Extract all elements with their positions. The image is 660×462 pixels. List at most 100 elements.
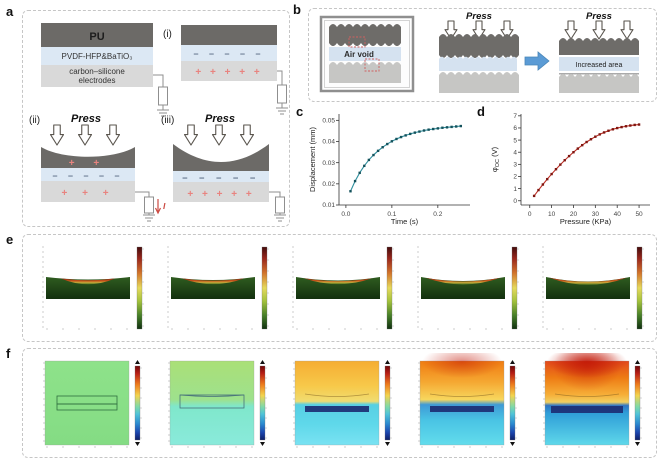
data-marker — [422, 129, 426, 132]
strain-simulation-plot-4 — [417, 246, 519, 330]
electrode-band — [430, 406, 494, 412]
increased-area-label: Increased area — [576, 62, 623, 69]
panel-d-label: d — [477, 104, 485, 119]
resistor-icon — [144, 196, 154, 214]
data-marker — [459, 124, 463, 128]
current-arrow-icon — [154, 199, 162, 215]
wire — [269, 191, 281, 197]
data-marker — [349, 190, 352, 193]
potential-field — [44, 360, 130, 446]
negative-charges: – – – – – — [52, 171, 123, 181]
data-marker — [399, 135, 403, 139]
x-axis-label: Time (s) — [391, 217, 419, 226]
y-tick-label: 0 — [513, 198, 517, 205]
chart-voltage-vs-pressure: 0 10 20 30 40 50 0 1 2 3 4 5 6 7 Pressure (KPa) φOC (V) — [490, 113, 650, 226]
resistor-icon — [277, 84, 287, 104]
film-cross-section — [46, 277, 130, 299]
pvdf-layer — [41, 168, 135, 181]
y-tick-label: 6 — [513, 125, 517, 132]
bottom-film-wavy — [559, 74, 639, 93]
colorbar — [634, 365, 641, 441]
data-marker — [367, 158, 371, 162]
data-marker — [633, 123, 636, 127]
ground-icon — [276, 107, 288, 115]
data-marker — [537, 188, 540, 192]
electrode-layer — [41, 65, 153, 87]
film-cross-section — [171, 277, 255, 299]
ground-icon — [157, 109, 169, 117]
data-marker — [445, 126, 449, 129]
transition-arrow-icon — [524, 51, 550, 71]
electrode-layer — [181, 61, 277, 81]
x-tick-label: 10 — [548, 211, 556, 218]
data-marker — [554, 168, 558, 171]
x-axis-label: Pressure (KPa) — [560, 217, 612, 226]
y-tick-label: 0.03 — [322, 160, 335, 167]
data-marker — [418, 130, 421, 133]
negative-charges: – – – – – — [193, 49, 264, 59]
strain-simulation-plot-2 — [167, 246, 269, 330]
pu-layer — [181, 25, 277, 45]
pvdf-layer — [41, 47, 153, 65]
data-marker — [563, 159, 566, 162]
panel-f-label: f — [6, 346, 11, 361]
press-arrow-icon — [620, 20, 634, 40]
top-film-wavy — [329, 24, 401, 46]
press-label: Press — [71, 113, 101, 125]
potential-field — [169, 360, 255, 446]
y-tick-label: 3 — [513, 162, 517, 169]
stress-hotspot — [304, 278, 372, 285]
air-void-label: Air void — [344, 50, 374, 59]
y-tick-label: 0.02 — [322, 181, 335, 188]
device-outline — [179, 394, 245, 409]
data-marker — [602, 131, 606, 134]
panel-e-label: e — [6, 232, 14, 247]
colorbar — [511, 246, 518, 330]
press-arrow-icon — [592, 20, 606, 40]
film-cross-section — [296, 277, 380, 299]
data-marker — [450, 125, 453, 129]
state-ii-label: (ii) — [29, 115, 40, 126]
colorbar-max-marker — [635, 360, 640, 364]
layer-label-electrode-1: carbon–silicone — [69, 67, 125, 76]
press-arrow-icon — [564, 20, 578, 40]
ground-icon — [274, 214, 286, 222]
data-marker — [404, 134, 407, 137]
press-arrow-icon — [105, 124, 121, 146]
wire — [153, 74, 164, 87]
colorbar-min-marker — [260, 442, 265, 446]
data-marker — [594, 135, 597, 138]
colorbar-min-marker — [635, 442, 640, 446]
panel-f-simulations — [22, 348, 657, 458]
panel-b-schematic: Air void Press Press Increased area — [308, 8, 657, 102]
resistor-icon — [158, 86, 168, 106]
device-outline — [56, 403, 118, 411]
colorbar-min-marker — [135, 442, 140, 446]
y-tick-label: 0.01 — [322, 202, 335, 209]
data-marker — [541, 183, 545, 186]
resistor-icon — [275, 196, 285, 214]
negative-charges: – – – – – — [182, 173, 259, 184]
x-tick-label: 30 — [592, 211, 600, 218]
data-marker — [559, 163, 562, 166]
y-tick-label: 4 — [513, 149, 517, 156]
film-top-curve — [304, 393, 370, 397]
top-film-wavy — [439, 34, 519, 58]
data-marker — [567, 154, 571, 158]
data-marker — [427, 128, 430, 131]
data-marker — [363, 164, 366, 168]
data-marker — [386, 142, 389, 146]
layer-label-electrode-2: electrodes — [79, 76, 116, 85]
device-layer-schematic: PU PVDF-HFP&BaTiO₃ carbon–silicone elect… — [29, 23, 288, 222]
data-marker — [581, 143, 584, 147]
strain-simulation-plot-1 — [42, 246, 144, 330]
data-marker — [532, 194, 536, 198]
data-marker — [611, 128, 615, 131]
pu-layer-bent — [41, 147, 135, 168]
data-marker — [550, 172, 553, 176]
electrode-band — [305, 406, 369, 412]
microstructure-schematic: Air void Press Press Increased area — [319, 11, 639, 93]
potential-simulation-plot-3 — [293, 360, 392, 448]
data-marker — [358, 171, 361, 175]
